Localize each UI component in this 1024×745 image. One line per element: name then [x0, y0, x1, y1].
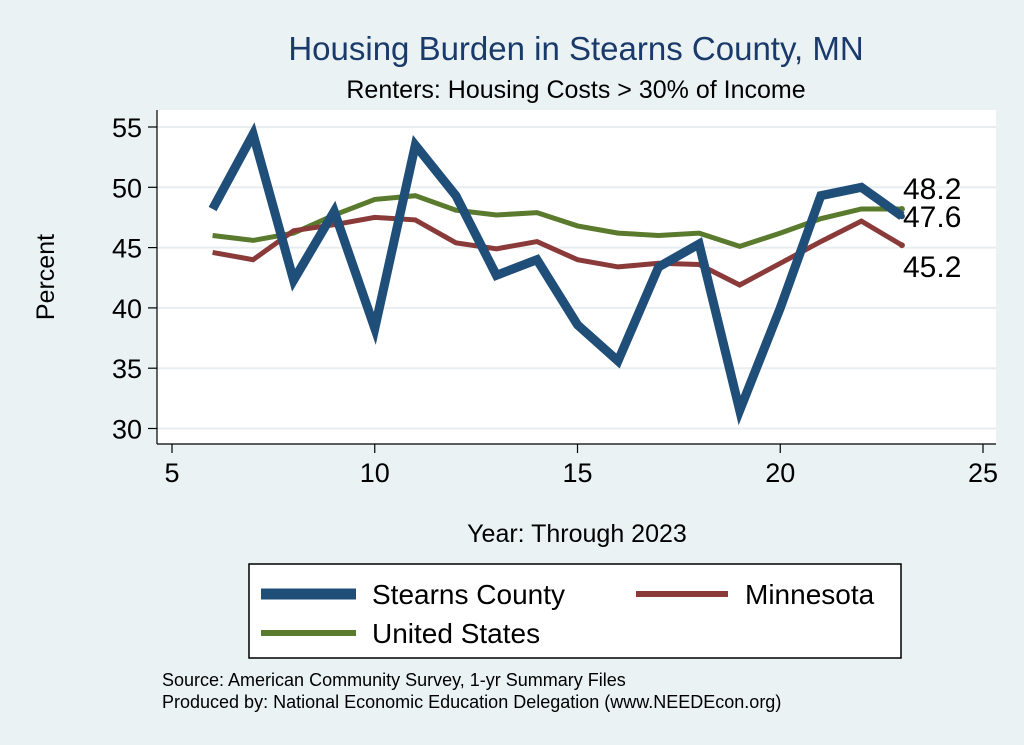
plot-area	[157, 110, 996, 444]
end-point-stearns-county	[898, 213, 905, 220]
legend-box	[248, 563, 902, 659]
source-note: Source: American Community Survey, 1-yr …	[162, 670, 626, 690]
x-tick-label: 15	[562, 458, 592, 488]
x-tick-label: 10	[360, 458, 390, 488]
end-label-stearns-county: 47.6	[903, 201, 961, 234]
grid-lines	[157, 126, 996, 430]
end-point-minnesota	[898, 242, 905, 249]
y-tick-label: 50	[112, 173, 142, 203]
x-tick-label: 5	[164, 458, 179, 488]
legend-label-stearns-county: Stearns County	[372, 579, 565, 610]
y-tick-label: 45	[112, 234, 142, 264]
x-axis: 5 10 15 20 25	[157, 443, 998, 488]
end-label-united-states: 48.2	[903, 173, 961, 206]
end-labels: 47.6 45.2 48.2	[903, 173, 961, 284]
y-axis: 30 35 40 45 50 55	[112, 110, 158, 445]
y-tick-label: 30	[112, 415, 142, 445]
legend-label-minnesota: Minnesota	[745, 579, 875, 610]
series-line-stearns-county	[208, 122, 905, 426]
series-lines	[208, 122, 905, 426]
legend-label-united-states: United States	[372, 618, 540, 649]
y-tick-label: 35	[112, 354, 142, 384]
y-tick-label: 55	[112, 113, 142, 143]
end-label-minnesota: 45.2	[903, 251, 961, 284]
x-axis-title: Year: Through 2023	[467, 520, 687, 548]
chart-title: Housing Burden in Stearns County, MN	[288, 30, 863, 67]
x-tick-label: 20	[765, 458, 795, 488]
chart-subtitle: Renters: Housing Costs > 30% of Income	[346, 76, 805, 104]
legend: Stearns County Minnesota United States	[261, 579, 875, 649]
producer-note: Produced by: National Economic Education…	[162, 692, 781, 712]
x-tick-label: 25	[968, 458, 998, 488]
y-tick-label: 40	[112, 294, 142, 324]
y-axis-title: Percent	[32, 234, 60, 320]
